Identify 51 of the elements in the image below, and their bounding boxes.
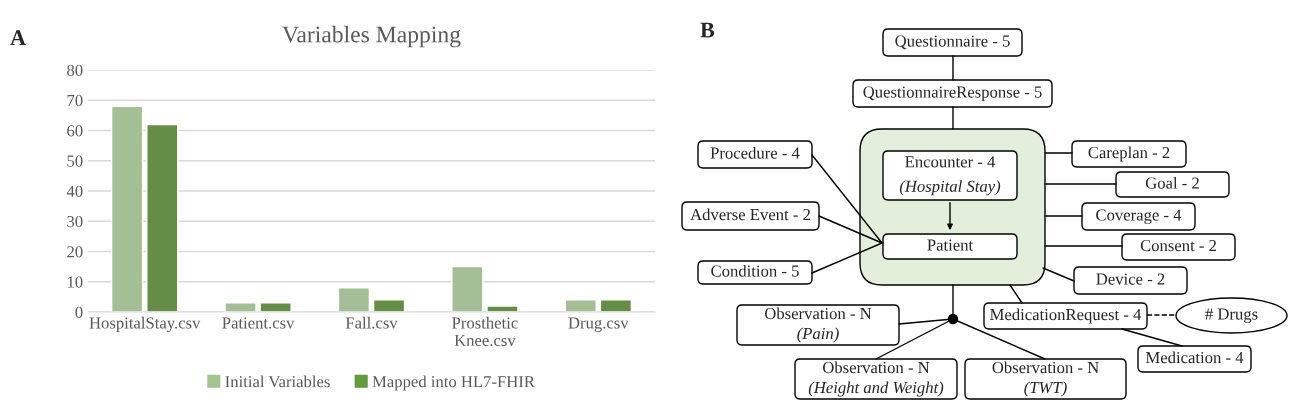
- x-tick-label: Drug.csv: [568, 317, 629, 332]
- text: Observation - N: [764, 307, 872, 320]
- text: (TWT): [1024, 381, 1067, 397]
- bar: [451, 265, 484, 312]
- x-tick-label: HospitalStay.csv: [89, 316, 201, 333]
- text: (Pain): [797, 327, 839, 343]
- bar: [372, 299, 406, 312]
- bar: [110, 105, 144, 312]
- x-tick-label: Fall.csv: [345, 316, 398, 329]
- text: Device - 2: [1096, 273, 1165, 285]
- y-tick-label: 20: [67, 246, 83, 258]
- text: (Hospital Stay): [899, 180, 1001, 196]
- legend-label: Mapped into HL7-FHIR: [372, 375, 535, 391]
- text: Consent - 2: [1140, 239, 1216, 252]
- text: B: [700, 22, 715, 38]
- bar: [564, 299, 597, 312]
- text: Encounter - 4: [905, 156, 996, 168]
- y-tick-label: 0: [75, 306, 83, 318]
- y-tick-label: 70: [67, 94, 83, 107]
- text: # Drugs: [1205, 308, 1258, 324]
- text: Condition - 5: [711, 264, 799, 277]
- text: Coverage - 4: [1096, 209, 1182, 225]
- bar: [599, 299, 633, 312]
- bar: [146, 123, 179, 312]
- y-tick-label: 40: [66, 185, 83, 197]
- x-tick-label: Patient.csv: [222, 317, 295, 329]
- legend-label: Initial Variables: [225, 375, 330, 388]
- text: Observation - N: [992, 361, 1099, 374]
- text: Observation - N: [822, 361, 930, 374]
- y-tick-label: 30: [67, 215, 83, 228]
- y-tick-label: 50: [67, 155, 83, 167]
- text: A: [10, 30, 26, 45]
- y-tick-label: 60: [67, 125, 83, 137]
- bar: [486, 305, 519, 312]
- text: Careplan - 2: [1088, 146, 1170, 162]
- chart-title: Variables Mapping: [282, 25, 461, 48]
- text: MedicationRequest - 4: [990, 308, 1142, 324]
- x-tick-label: Prosthetic Knee.csv: [452, 316, 518, 347]
- text: Patient: [927, 239, 974, 251]
- text: Medication - 4: [1145, 351, 1244, 364]
- bar: [224, 302, 257, 312]
- text: Questionnaire - 5: [895, 35, 1010, 50]
- bar: [259, 302, 292, 312]
- text: (Height and Weight): [808, 381, 944, 397]
- text: Goal - 2: [1145, 176, 1199, 189]
- text: QuestionnaireResponse - 5: [863, 86, 1042, 102]
- y-tick-label: 10: [67, 276, 83, 288]
- text: Adverse Event - 2: [690, 208, 810, 221]
- bar: [337, 287, 371, 312]
- text: Procedure - 4: [710, 146, 800, 159]
- y-tick-label: 80: [67, 64, 83, 76]
